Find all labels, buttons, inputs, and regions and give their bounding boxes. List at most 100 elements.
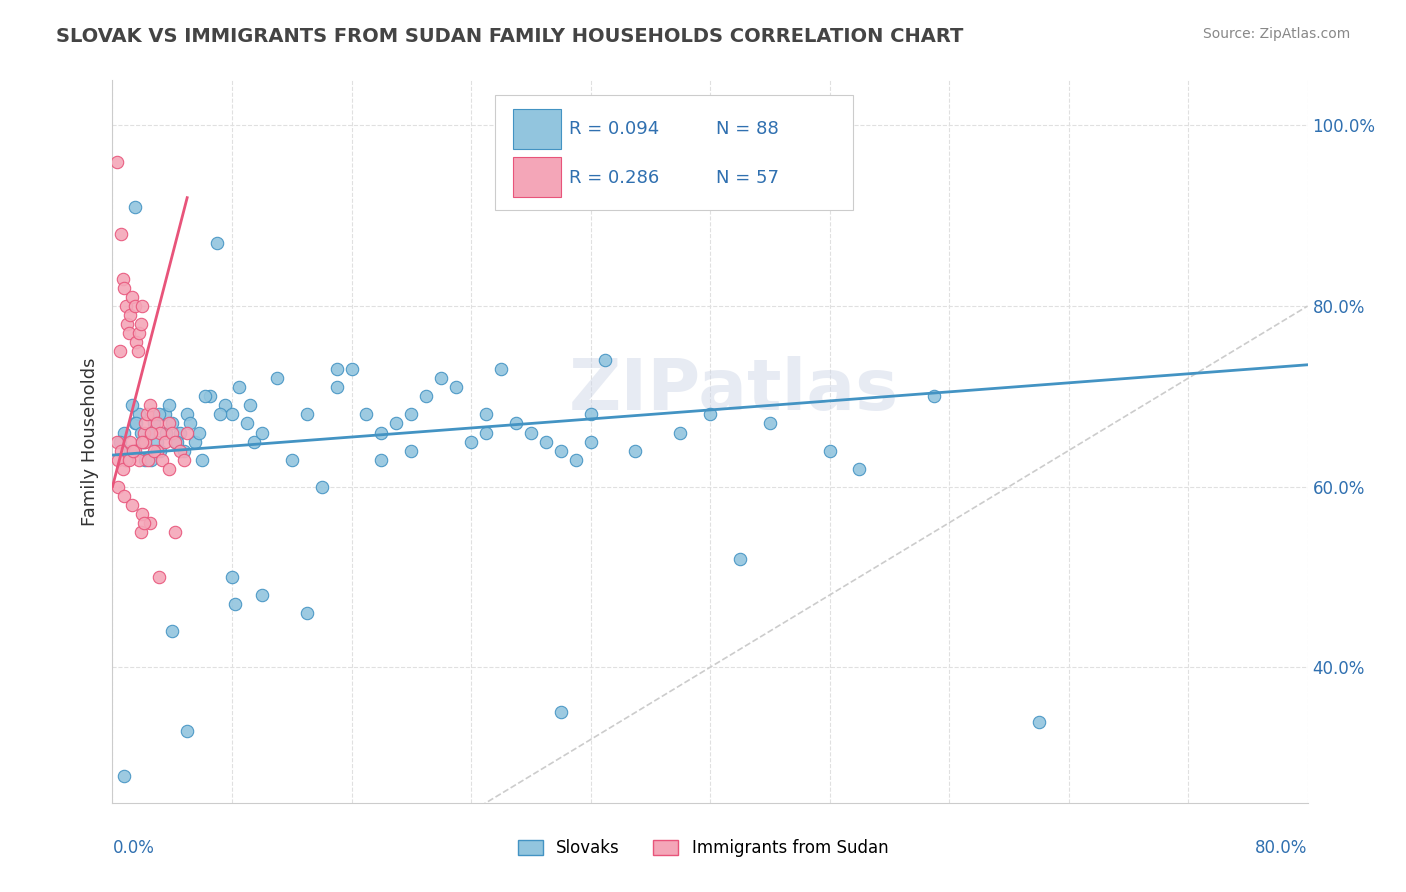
FancyBboxPatch shape: [513, 157, 561, 196]
Point: [224, 597, 246, 611]
Point: [534, 434, 557, 449]
Point: [250, 588, 273, 602]
Point: [141, 452, 163, 467]
Point: [118, 452, 141, 467]
Point: [117, 317, 139, 331]
Point: [166, 434, 188, 449]
Text: 0.0%: 0.0%: [112, 838, 155, 857]
Point: [194, 389, 217, 403]
Text: N = 88: N = 88: [716, 120, 779, 138]
Point: [214, 398, 236, 412]
Point: [401, 443, 423, 458]
Y-axis label: Family Households: Family Households: [80, 358, 98, 525]
Point: [111, 461, 134, 475]
Point: [128, 326, 150, 341]
Point: [114, 425, 135, 440]
Point: [121, 498, 143, 512]
Point: [430, 371, 453, 385]
Point: [385, 417, 408, 431]
Point: [141, 425, 163, 440]
Point: [142, 408, 165, 422]
Point: [135, 408, 157, 422]
Text: R = 0.286: R = 0.286: [569, 169, 659, 186]
Point: [281, 452, 304, 467]
Point: [125, 335, 148, 350]
Point: [125, 417, 148, 431]
Point: [176, 425, 198, 440]
Point: [105, 434, 128, 449]
Point: [325, 380, 347, 394]
Point: [124, 200, 146, 214]
Point: [162, 425, 183, 440]
Point: [401, 408, 423, 422]
Point: [157, 461, 180, 475]
Point: [146, 417, 169, 431]
Point: [818, 443, 841, 458]
Point: [209, 408, 232, 422]
Text: R = 0.094: R = 0.094: [569, 120, 659, 138]
Point: [107, 452, 129, 467]
Point: [325, 362, 347, 376]
Point: [176, 408, 198, 422]
Point: [183, 434, 205, 449]
Point: [120, 434, 142, 449]
Point: [132, 516, 155, 530]
Point: [139, 425, 162, 440]
Point: [173, 452, 195, 467]
Point: [162, 624, 183, 639]
Point: [444, 380, 467, 394]
Point: [191, 452, 214, 467]
Point: [165, 524, 187, 539]
Point: [311, 480, 333, 494]
Point: [550, 706, 572, 720]
Point: [134, 417, 156, 431]
Point: [108, 344, 131, 359]
Point: [114, 489, 135, 503]
Point: [173, 443, 195, 458]
Point: [176, 723, 198, 738]
Point: [111, 272, 134, 286]
Point: [115, 452, 138, 467]
Point: [131, 434, 153, 449]
Point: [124, 443, 146, 458]
Point: [169, 443, 191, 458]
Point: [221, 408, 243, 422]
Point: [131, 434, 153, 449]
Point: [489, 362, 512, 376]
Point: [340, 362, 363, 376]
Point: [239, 398, 262, 412]
Point: [132, 425, 155, 440]
Point: [848, 461, 870, 475]
Point: [114, 281, 135, 295]
Point: [127, 344, 149, 359]
Point: [120, 308, 142, 322]
Point: [128, 408, 150, 422]
Point: [121, 290, 143, 304]
Point: [475, 408, 498, 422]
Point: [129, 524, 152, 539]
Point: [266, 371, 288, 385]
Point: [505, 417, 527, 431]
Point: [295, 408, 318, 422]
Point: [124, 417, 146, 431]
Point: [115, 452, 138, 467]
Point: [579, 408, 602, 422]
Point: [121, 398, 143, 412]
Point: [139, 516, 162, 530]
Point: [759, 417, 782, 431]
FancyBboxPatch shape: [495, 95, 853, 211]
Point: [669, 425, 692, 440]
Legend: Slovaks, Immigrants from Sudan: Slovaks, Immigrants from Sudan: [509, 831, 897, 866]
Point: [1028, 714, 1050, 729]
Point: [699, 408, 721, 422]
Point: [153, 408, 176, 422]
Point: [134, 452, 156, 467]
Point: [118, 326, 141, 341]
Point: [143, 443, 166, 458]
Point: [148, 408, 170, 422]
Point: [146, 443, 169, 458]
Text: N = 57: N = 57: [716, 169, 779, 186]
Point: [134, 434, 156, 449]
Point: [179, 417, 201, 431]
Point: [370, 452, 392, 467]
